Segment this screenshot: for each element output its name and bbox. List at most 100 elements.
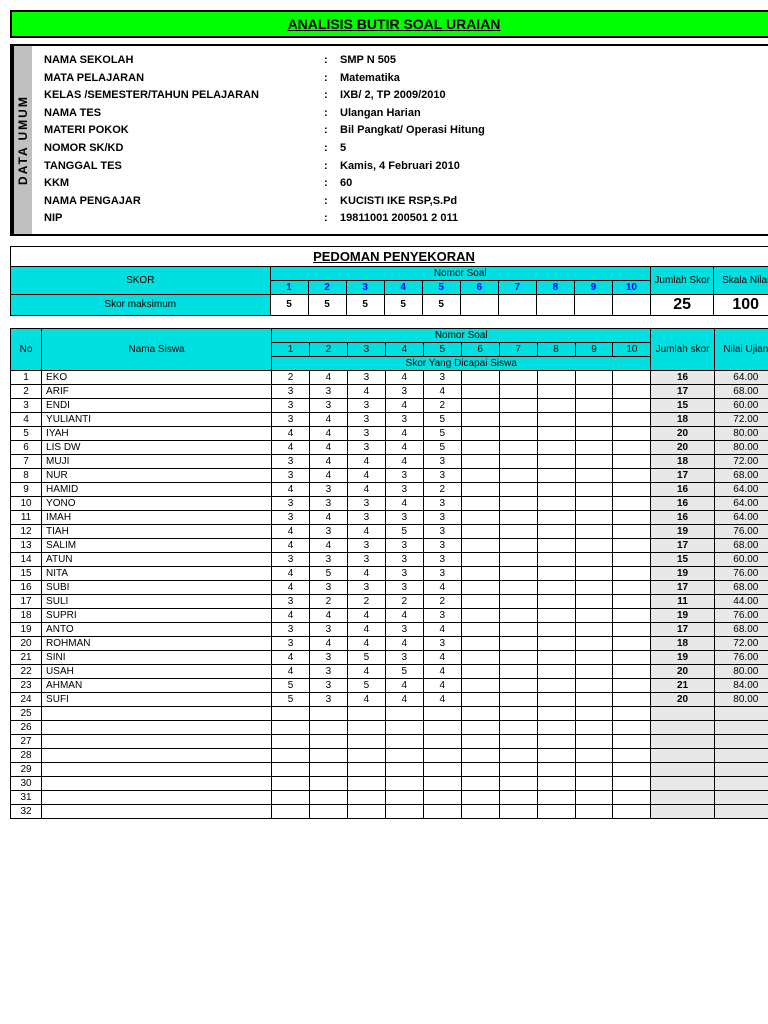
jumlah-cell [651, 720, 714, 734]
table-row: 6LIS DW443452080.00 [11, 440, 768, 454]
score-cell [347, 776, 385, 790]
jumlah-cell: 16 [651, 482, 714, 496]
score-cell [613, 720, 651, 734]
score-cell: 3 [423, 566, 461, 580]
name-cell [42, 734, 272, 748]
maks-cell [536, 294, 574, 315]
score-cell: 4 [309, 440, 347, 454]
score-cell: 2 [347, 594, 385, 608]
score-cell: 3 [423, 510, 461, 524]
score-cell [613, 608, 651, 622]
table-row: 16SUBI433341768.00 [11, 580, 768, 594]
score-cell: 3 [385, 622, 423, 636]
umum-colon: : [324, 210, 340, 228]
table-row: 32 [11, 804, 768, 818]
nilai-cell: 64.00 [714, 496, 768, 510]
score-cell: 2 [309, 594, 347, 608]
nilai-cell: 68.00 [714, 580, 768, 594]
score-cell [499, 748, 537, 762]
student-body: 1EKO243431664.002ARIF334341768.003ENDI33… [11, 370, 768, 818]
score-cell [347, 734, 385, 748]
score-cell [272, 748, 310, 762]
score-cell [347, 720, 385, 734]
data-umum-tab: DATA UMUM [12, 46, 32, 234]
score-cell: 5 [385, 664, 423, 678]
name-cell [42, 706, 272, 720]
score-cell [499, 524, 537, 538]
score-cell [385, 762, 423, 776]
score-cell: 3 [347, 552, 385, 566]
score-cell [499, 678, 537, 692]
umum-row: NAMA SEKOLAH:SMP N 505 [44, 52, 764, 70]
score-cell: 3 [347, 370, 385, 384]
score-cell: 4 [309, 468, 347, 482]
name-cell [42, 804, 272, 818]
score-cell: 4 [423, 384, 461, 398]
score-cell [613, 748, 651, 762]
umum-label: TANGGAL TES [44, 158, 324, 176]
table-row: 2ARIF334341768.00 [11, 384, 768, 398]
score-cell: 4 [272, 426, 310, 440]
score-cell: 3 [347, 398, 385, 412]
score-cell [537, 720, 575, 734]
nilai-cell [714, 790, 768, 804]
pedoman-maks-row: Skor maksimum 5555525100 [11, 294, 768, 315]
score-cell [537, 510, 575, 524]
umum-label: KKM [44, 175, 324, 193]
score-cell [537, 790, 575, 804]
score-cell [461, 454, 499, 468]
skala-nilai-header: Skala Nilai [714, 266, 768, 294]
table-row: 19ANTO334341768.00 [11, 622, 768, 636]
no-cell: 32 [11, 804, 42, 818]
table-row: 13SALIM443331768.00 [11, 538, 768, 552]
no-cell: 9 [11, 482, 42, 496]
score-cell: 4 [347, 664, 385, 678]
score-cell: 3 [272, 468, 310, 482]
score-cell [461, 664, 499, 678]
umum-label: NAMA TES [44, 105, 324, 123]
score-cell [461, 412, 499, 426]
nilai-cell: 44.00 [714, 594, 768, 608]
score-cell: 2 [385, 594, 423, 608]
jumlah-cell [651, 790, 714, 804]
score-cell [537, 678, 575, 692]
nilai-cell: 68.00 [714, 384, 768, 398]
score-cell [575, 440, 613, 454]
score-cell [537, 482, 575, 496]
score-cell [613, 552, 651, 566]
umum-colon: : [324, 52, 340, 70]
score-cell [461, 510, 499, 524]
score-cell [537, 622, 575, 636]
nilai-cell: 72.00 [714, 412, 768, 426]
umum-row: TANGGAL TES:Kamis, 4 Februari 2010 [44, 158, 764, 176]
score-cell [575, 454, 613, 468]
score-cell: 4 [347, 566, 385, 580]
score-cell: 3 [309, 496, 347, 510]
name-cell: ENDI [42, 398, 272, 412]
nilai-cell [714, 748, 768, 762]
score-cell: 4 [423, 678, 461, 692]
jumlah-cell: 20 [651, 692, 714, 706]
score-cell [537, 538, 575, 552]
score-cell [613, 496, 651, 510]
score-cell [461, 398, 499, 412]
jumlah-cell: 16 [651, 496, 714, 510]
score-cell [537, 748, 575, 762]
score-cell: 4 [385, 608, 423, 622]
nilai-cell: 80.00 [714, 426, 768, 440]
score-cell: 4 [347, 636, 385, 650]
score-cell [423, 804, 461, 818]
score-cell: 3 [347, 426, 385, 440]
umum-value: IXB/ 2, TP 2009/2010 [340, 87, 446, 105]
table-row: 31 [11, 790, 768, 804]
score-cell: 4 [423, 650, 461, 664]
umum-value: SMP N 505 [340, 52, 396, 70]
score-cell: 2 [423, 482, 461, 496]
score-cell [499, 370, 537, 384]
nilai-cell: 60.00 [714, 398, 768, 412]
score-cell [461, 524, 499, 538]
score-cell [613, 636, 651, 650]
score-cell [537, 636, 575, 650]
score-cell [272, 804, 310, 818]
umum-value: Kamis, 4 Februari 2010 [340, 158, 460, 176]
